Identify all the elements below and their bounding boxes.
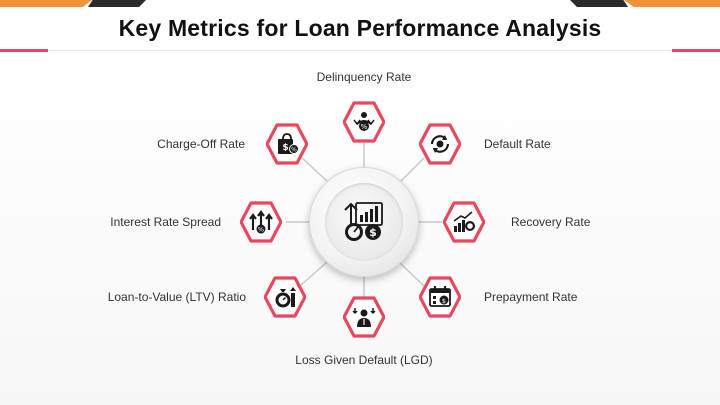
money-bag-value-icon (275, 287, 296, 308)
central-hub-inner: $ (325, 183, 403, 261)
calendar-payment-icon: $ (429, 286, 451, 307)
connector-ltv (299, 261, 328, 287)
central-hub: $ (309, 167, 419, 277)
svg-text:$: $ (282, 143, 288, 153)
connector-chargeoff (301, 157, 329, 183)
metric-label-delinquency: Delinquency Rate (316, 70, 412, 84)
metric-node-ltv (264, 276, 306, 318)
shopping-bag-percent-icon: $ % (278, 133, 299, 154)
metric-node-prepayment: $ (419, 276, 461, 318)
connector-prepayment (399, 262, 425, 287)
metric-label-interest: Interest Rate Spread (110, 215, 221, 229)
hexagon-frame (343, 296, 385, 338)
financial-analysis-icon: $ (344, 202, 383, 241)
title-rule-right-accent (672, 49, 720, 52)
svg-text:$: $ (442, 297, 446, 305)
metric-node-default (419, 123, 461, 165)
svg-text:$: $ (369, 226, 377, 239)
title-rule (48, 50, 672, 51)
interest-arrows-icon: % (249, 210, 273, 234)
top-accent-tab-left (0, 0, 92, 7)
svg-text:%: % (258, 226, 264, 234)
metric-node-lgd (343, 296, 385, 338)
metric-label-prepayment: Prepayment Rate (484, 290, 578, 304)
refresh-cycle-icon (430, 135, 450, 153)
title-rule-left-accent (0, 49, 48, 52)
svg-text:%: % (291, 147, 297, 154)
metric-label-ltv: Loan-to-Value (LTV) Ratio (107, 290, 246, 304)
top-dark-tab-right (570, 0, 628, 7)
top-accent-tab-right (624, 0, 720, 7)
metric-node-delinquency: % (343, 101, 385, 143)
metric-node-recovery (443, 201, 485, 243)
metric-label-recovery: Recovery Rate (511, 215, 591, 229)
metric-label-default: Default Rate (484, 137, 551, 151)
growth-coins-icon (453, 211, 475, 232)
person-loss-icon (352, 308, 376, 327)
metric-label-chargeoff: Charge-Off Rate (157, 137, 245, 151)
page-title: Key Metrics for Loan Performance Analysi… (118, 15, 602, 41)
debt-collection-icon: % (353, 112, 375, 131)
connector-default (399, 157, 425, 183)
metric-node-chargeoff: $ % (266, 123, 308, 165)
metric-node-interest: % (240, 201, 282, 243)
metric-label-lgd: Loss Given Default (LGD) (295, 353, 433, 367)
top-dark-tab-left (88, 0, 146, 7)
svg-text:%: % (361, 123, 368, 131)
